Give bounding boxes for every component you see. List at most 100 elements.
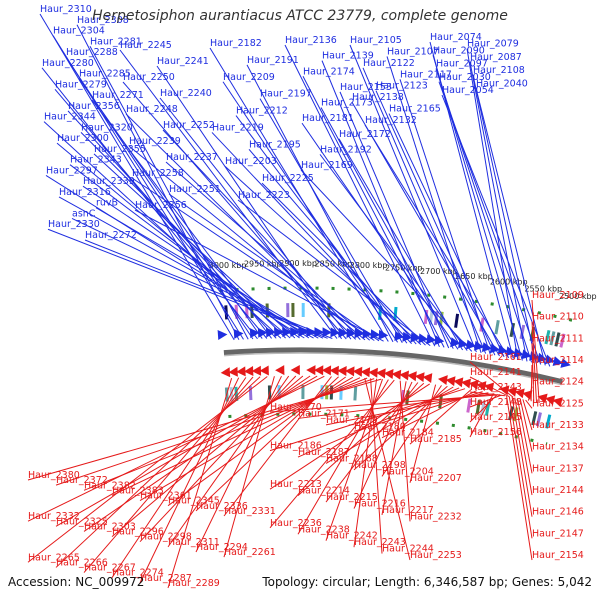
leader-line — [364, 124, 510, 359]
outer-feature-block — [494, 320, 500, 335]
forward-gene-arrow — [217, 330, 228, 340]
gene-label: Haur_2285 — [79, 69, 131, 80]
gene-label: Haur_2184 — [382, 428, 434, 439]
gene-label: Haur_2207 — [410, 473, 462, 484]
gene-label: Haur_2250 — [123, 72, 175, 83]
inner-feature-block — [475, 399, 481, 415]
leader-line — [78, 78, 263, 339]
leader-line — [139, 377, 240, 584]
gene-label: Haur_2316 — [59, 187, 111, 198]
forward-gene-arrow — [378, 329, 389, 340]
accession-label: Accession: NC_009972 — [8, 575, 145, 589]
figure-title: Herpetosiphon aurantiacus ATCC 23779, co… — [92, 8, 508, 24]
leader-line — [56, 142, 291, 339]
gene-label: Haur_2248 — [126, 104, 178, 115]
gene-label: Haur_2240 — [160, 88, 212, 99]
forward-gene-arrow — [544, 354, 556, 365]
leader-line — [531, 343, 535, 402]
leader-line — [508, 396, 533, 539]
leader-line — [211, 132, 412, 344]
gene-label: Haur_2331 — [224, 506, 276, 517]
forward-gene-arrow — [402, 331, 413, 342]
inner-feature-block — [248, 386, 253, 401]
leader-line — [91, 99, 272, 339]
gene-label: Haur_2213 — [270, 479, 322, 490]
gene-label: Haur_2267 — [84, 563, 136, 574]
leader-line — [517, 398, 533, 474]
leader-line — [224, 165, 422, 345]
gene-label: Haur_2236 — [270, 518, 322, 529]
gene-label: Haur_2087 — [470, 52, 522, 63]
leader-line — [167, 375, 290, 548]
leader-line — [522, 399, 533, 431]
inner-feature-block — [484, 401, 491, 416]
gene-label: Haur_2288 — [66, 47, 118, 58]
gene-label: Haur_2187 — [298, 447, 350, 458]
reverse-gene-arrow — [220, 367, 231, 378]
outer-feature-block — [423, 309, 429, 325]
leader-line — [469, 376, 510, 398]
gene-label: Haur_2251 — [169, 184, 221, 195]
gene-label: Haur_2298 — [140, 532, 192, 543]
reverse-gene-arrow — [251, 365, 262, 376]
gene-label: Haur_2214 — [298, 486, 350, 497]
forward-gene-arrow — [322, 327, 332, 338]
scale-label: 2950 kbp — [244, 260, 282, 269]
forward-gene-arrow — [330, 327, 341, 338]
reverse-gene-arrow — [352, 366, 363, 377]
reverse-gene-arrow — [259, 365, 269, 376]
leader-line — [409, 384, 437, 483]
gene-label: Haur_2274 — [112, 568, 164, 579]
gene-label: Haur_2145 — [470, 412, 522, 423]
gene-label: Haur_2279 — [55, 79, 107, 90]
inner-feature-block — [466, 398, 472, 413]
reverse-gene-arrow — [383, 369, 394, 379]
reverse-gene-arrow — [407, 371, 417, 382]
leader-line — [388, 113, 505, 358]
gene-label: Haur_2215 — [326, 492, 378, 503]
gene-label: Haur_2161 — [470, 352, 522, 363]
reverse-gene-arrow — [399, 370, 409, 381]
leader-line — [261, 182, 426, 346]
gene-label: Haur_2243 — [354, 537, 406, 548]
leader-line — [259, 98, 403, 343]
scale-label: 2800 kbp — [350, 261, 388, 270]
gene-label: Haur_2172 — [339, 129, 391, 140]
leader-line — [82, 185, 310, 339]
leader-line — [248, 149, 417, 345]
reverse-gene-arrow — [236, 366, 246, 377]
reverse-gene-arrow — [445, 376, 456, 387]
gene-label: Haur_2110 — [532, 312, 584, 323]
gene-label: Haur_2079 — [467, 39, 519, 50]
gene-label: Haur_2124 — [532, 377, 584, 388]
reverse-gene-arrow — [461, 378, 471, 389]
gene-label: Haur_2204 — [382, 466, 434, 477]
reverse-gene-arrow — [329, 365, 339, 376]
gene-label: Haur_2191 — [247, 55, 299, 66]
genome-backbone — [223, 347, 563, 385]
gene-label: Haur_2209 — [223, 72, 275, 83]
leader-line — [54, 89, 268, 339]
leader-line — [246, 64, 394, 343]
gene-label: Haur_2217 — [382, 505, 434, 516]
scale-label: 2650 kbp — [455, 272, 493, 281]
gene-label: Haur_2186 — [270, 441, 322, 452]
gene-label: Haur_2139 — [322, 51, 374, 62]
leader-line — [438, 81, 542, 365]
gene-label: Haur_2266 — [56, 557, 108, 568]
leader-line — [531, 299, 540, 404]
gene-label: Haur_2256 — [135, 200, 187, 211]
gene-label: Haur_2261 — [224, 547, 276, 558]
gene-label: Haur_2132 — [365, 115, 417, 126]
gene-label: Haur_2203 — [225, 156, 277, 167]
leader-line — [168, 193, 380, 342]
forward-gene-arrow — [346, 328, 357, 338]
leader-line — [399, 380, 411, 522]
gene-label: ruvB — [96, 198, 118, 209]
gene-label: Haur_2192 — [320, 144, 372, 155]
gene-label: Haur_2109 — [532, 290, 584, 301]
reverse-gene-arrow — [321, 365, 332, 376]
leader-line — [338, 138, 464, 351]
leader-line — [41, 67, 258, 340]
leader-line — [284, 44, 436, 347]
